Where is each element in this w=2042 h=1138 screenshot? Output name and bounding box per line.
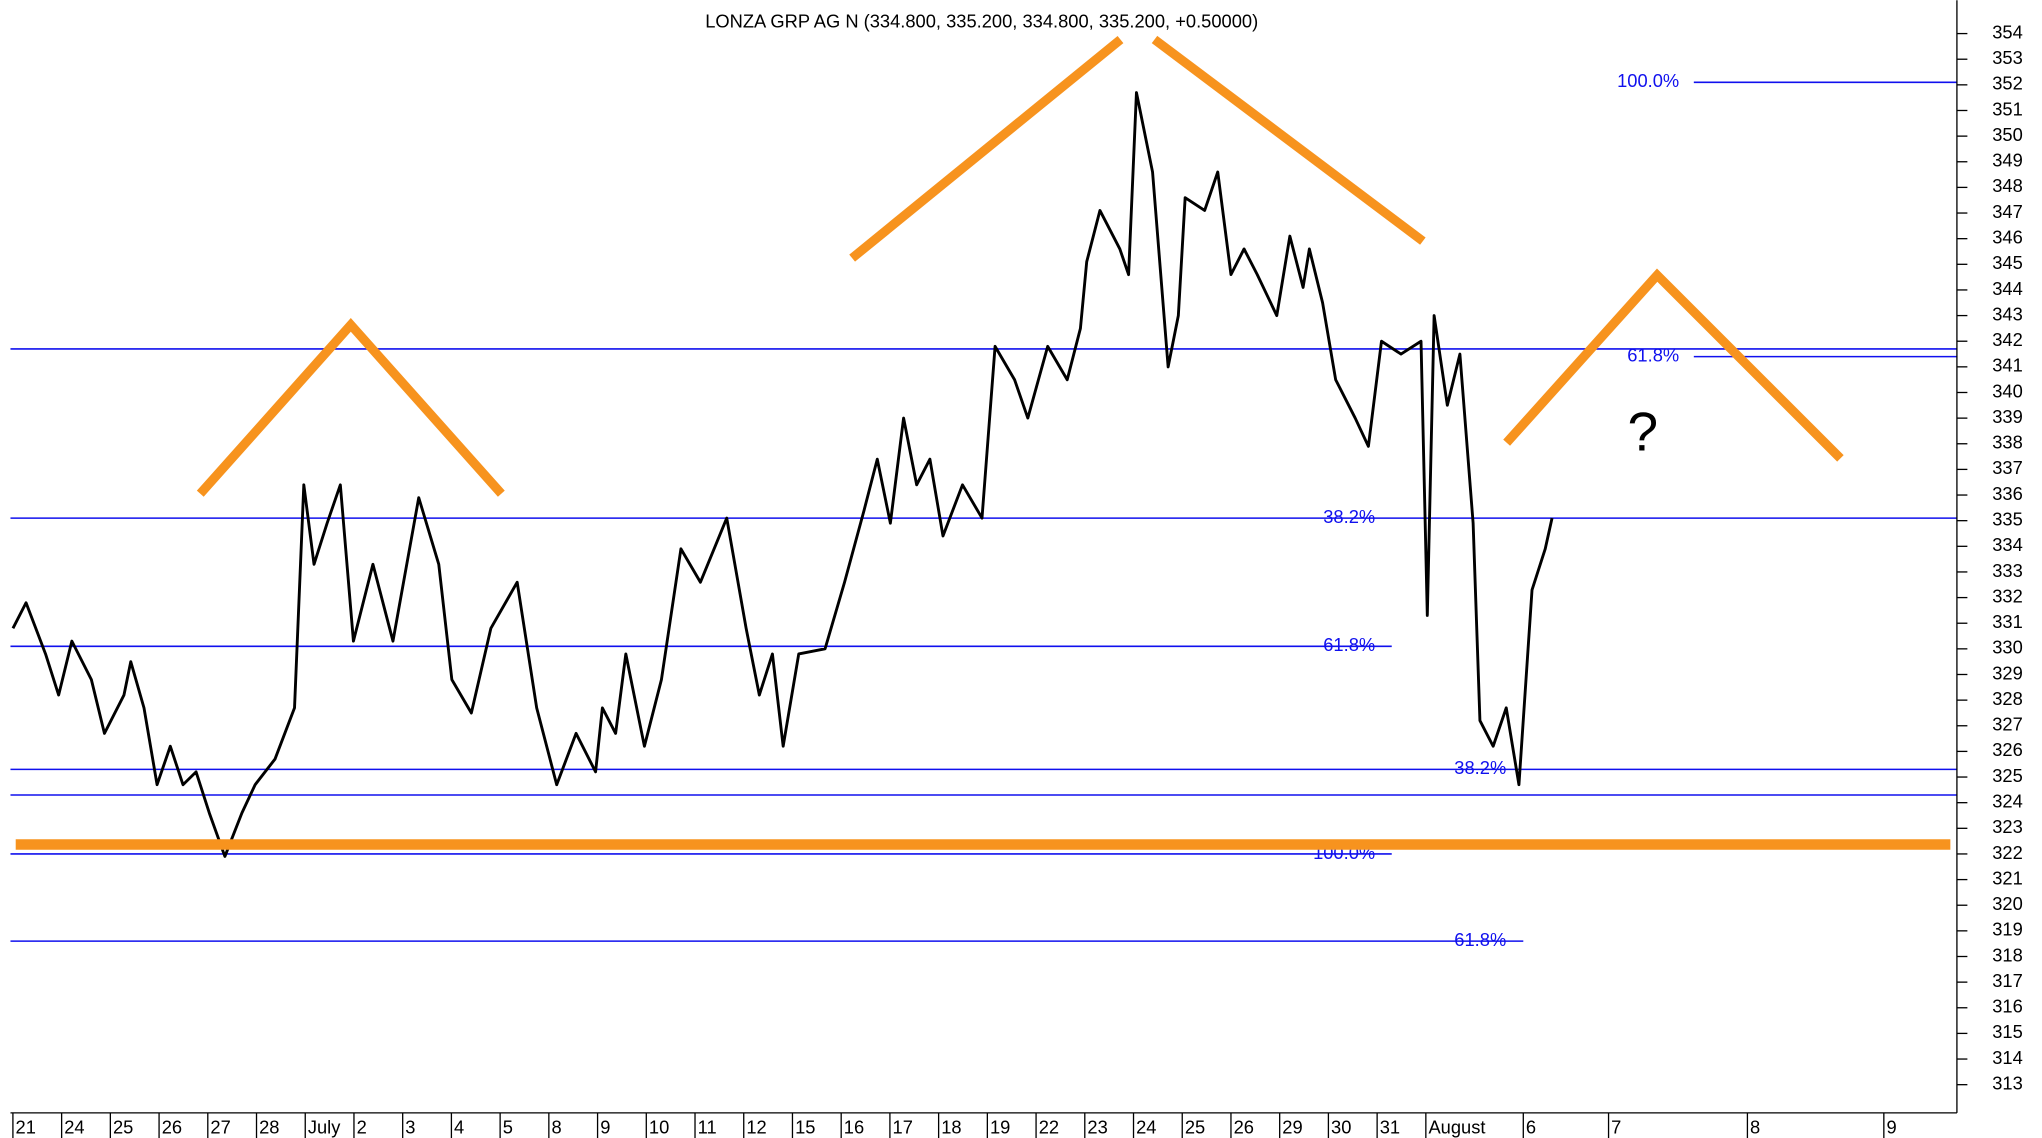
y-tick-label: 341 <box>1992 355 2023 376</box>
head-right <box>1151 35 1426 245</box>
fib-label: 38.2% <box>1454 757 1506 778</box>
y-tick-label: 320 <box>1992 893 2023 914</box>
fib-label: 61.8% <box>1323 634 1375 655</box>
x-tick-label: 8 <box>551 1116 561 1137</box>
x-tick-label: 2 <box>357 1116 367 1137</box>
price-line <box>11 91 1554 858</box>
y-tick-label: 338 <box>1992 432 2023 453</box>
y-tick-label: 339 <box>1992 406 2023 427</box>
y-tick-label: 324 <box>1992 791 2023 812</box>
x-tick-label: 12 <box>746 1116 766 1137</box>
y-tick-label: 322 <box>1992 842 2023 863</box>
x-tick-label: 9 <box>1886 1116 1896 1137</box>
x-tick-label: 30 <box>1331 1116 1351 1137</box>
y-tick-label: 335 <box>1992 509 2023 530</box>
x-tick-label: 28 <box>259 1116 279 1137</box>
y-tick-label: 340 <box>1992 380 2023 401</box>
fib-label: 100.0% <box>1617 70 1679 91</box>
left-shoulder <box>196 317 505 497</box>
x-tick-label: 15 <box>795 1116 815 1137</box>
x-tick-label: 31 <box>1380 1116 1400 1137</box>
y-tick-label: 318 <box>1992 944 2023 965</box>
x-tick-label: 17 <box>893 1116 913 1137</box>
x-tick-label: August <box>1428 1116 1485 1137</box>
x-tick-label: 25 <box>1185 1116 1205 1137</box>
x-tick-label: 4 <box>454 1116 464 1137</box>
x-tick-label: 26 <box>162 1116 182 1137</box>
y-tick-label: 352 <box>1992 73 2023 94</box>
x-tick-label: 3 <box>405 1116 415 1137</box>
y-tick-label: 332 <box>1992 585 2023 606</box>
head-left <box>849 35 1124 262</box>
x-tick-label: 24 <box>64 1116 84 1137</box>
right-shoulder <box>1503 268 1844 462</box>
x-tick-label: 19 <box>990 1116 1010 1137</box>
x-tick-label: 18 <box>941 1116 961 1137</box>
x-tick-label: 26 <box>1234 1116 1254 1137</box>
y-tick-label: 317 <box>1992 970 2023 991</box>
y-tick-label: 333 <box>1992 560 2023 581</box>
y-tick-label: 329 <box>1992 662 2023 683</box>
y-tick-label: 342 <box>1992 329 2023 350</box>
x-tick-label: 24 <box>1136 1116 1156 1137</box>
y-tick-label: 353 <box>1992 47 2023 68</box>
y-tick-label: 334 <box>1992 534 2023 555</box>
y-tick-label: 331 <box>1992 611 2023 632</box>
x-tick-label: 29 <box>1282 1116 1302 1137</box>
y-tick-label: 354 <box>1992 21 2023 42</box>
y-tick-label: 351 <box>1992 98 2023 119</box>
y-tick-label: 348 <box>1992 175 2023 196</box>
x-tick-label: 9 <box>600 1116 610 1137</box>
pattern-drawings <box>15 35 1951 850</box>
y-tick-label: 314 <box>1992 1047 2023 1068</box>
y-tick-label: 313 <box>1992 1073 2023 1094</box>
question-mark: ? <box>1627 401 1658 463</box>
fib-label: 38.2% <box>1323 506 1375 527</box>
x-tick-label: 21 <box>16 1116 36 1137</box>
x-tick-label: 27 <box>210 1116 230 1137</box>
y-tick-label: 350 <box>1992 124 2023 145</box>
x-tick-label: 6 <box>1526 1116 1536 1137</box>
y-tick-label: 344 <box>1992 278 2023 299</box>
y-tick-label: 336 <box>1992 483 2023 504</box>
x-tick-label: 5 <box>503 1116 513 1137</box>
x-tick-label: 16 <box>844 1116 864 1137</box>
y-tick-label: 319 <box>1992 919 2023 940</box>
y-tick-label: 323 <box>1992 816 2023 837</box>
x-tick-label: 23 <box>1087 1116 1107 1137</box>
chart-title: LONZA GRP AG N (334.800, 335.200, 334.80… <box>705 10 1258 31</box>
x-tick-label: 8 <box>1750 1116 1760 1137</box>
x-tick-label: 25 <box>113 1116 133 1137</box>
y-tick-label: 325 <box>1992 765 2023 786</box>
y-tick-label: 315 <box>1992 1021 2023 1042</box>
y-tick-label: 316 <box>1992 996 2023 1017</box>
y-tick-label: 345 <box>1992 252 2023 273</box>
x-tick-label: 10 <box>649 1116 669 1137</box>
x-tick-label: 7 <box>1611 1116 1621 1137</box>
y-tick-label: 326 <box>1992 739 2023 760</box>
y-tick-label: 327 <box>1992 714 2023 735</box>
x-tick-label: July <box>308 1116 341 1137</box>
y-tick-label: 337 <box>1992 457 2023 478</box>
x-tick-label: 22 <box>1039 1116 1059 1137</box>
fib-label: 61.8% <box>1454 929 1506 950</box>
x-tick-label: 11 <box>698 1116 717 1137</box>
y-tick-label: 330 <box>1992 637 2023 658</box>
y-tick-label: 346 <box>1992 227 2023 248</box>
fib-label: 61.8% <box>1627 344 1679 365</box>
y-tick-label: 343 <box>1992 303 2023 324</box>
y-tick-label: 321 <box>1992 867 2023 888</box>
y-tick-label: 349 <box>1992 150 2023 171</box>
y-tick-label: 347 <box>1992 201 2023 222</box>
y-tick-label: 328 <box>1992 688 2023 709</box>
